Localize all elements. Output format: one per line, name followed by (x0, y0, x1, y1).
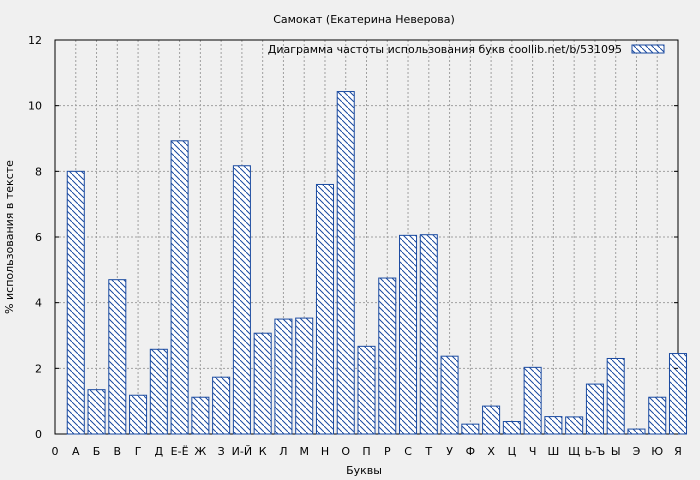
x-tick-label: С (404, 445, 412, 458)
legend-label: Диаграмма частоты использования букв coo… (268, 43, 622, 56)
x-tick-label: Я (674, 445, 682, 458)
y-tick-label: 10 (28, 100, 42, 113)
bar-Ц (502, 421, 521, 435)
x-tick-label: Г (135, 445, 142, 458)
x-tick-label: Ь-Ъ (585, 445, 606, 458)
x-tick-label: Ю (651, 445, 663, 458)
x-tick-label: Ч (529, 445, 537, 458)
y-tick-label: 6 (35, 231, 42, 244)
bar-Ж (191, 396, 210, 435)
bar-Ю (648, 396, 667, 435)
bar-Ь-Ъ (585, 383, 604, 435)
bar-А (66, 170, 85, 435)
y-tick-label: 2 (35, 362, 42, 375)
x-tick-label: Р (384, 445, 391, 458)
bar-С (399, 234, 418, 435)
x-tick-label: О (341, 445, 350, 458)
bar-Ш (544, 416, 563, 435)
x-tick-label: И-Й (232, 445, 252, 458)
bar-О (336, 91, 355, 435)
x-tick-label: К (259, 445, 267, 458)
bar-Л (274, 318, 293, 435)
bar-И-Й (232, 165, 251, 435)
bar-К (253, 332, 272, 435)
x-axis-label: Буквы (346, 464, 382, 477)
x-tick-label: В (114, 445, 122, 458)
x-tick-label: Э (633, 445, 641, 458)
y-axis: 0 2 4 6 8 10 12 (28, 34, 678, 441)
x-tick-label: Б (93, 445, 101, 458)
y-axis-label: % использования в тексте (3, 160, 16, 314)
bar-Ф (461, 423, 480, 435)
bar-Х (482, 405, 501, 435)
x-tick-label: М (299, 445, 309, 458)
x-tick-label: 0 (52, 445, 59, 458)
x-tick-label: Л (279, 445, 287, 458)
x-tick-label: У (446, 445, 453, 458)
y-tick-label: 8 (35, 165, 42, 178)
bar-Щ (565, 416, 584, 435)
x-tick-label: П (362, 445, 370, 458)
x-tick-label: Н (321, 445, 329, 458)
x-tick-label: Х (487, 445, 495, 458)
bar-Р (378, 277, 397, 435)
y-tick-label: 12 (28, 34, 42, 47)
x-tick-label: Щ (568, 445, 580, 458)
y-tick-label: 0 (35, 428, 42, 441)
x-tick-label: Ы (611, 445, 621, 458)
x-tick-label: Е-Ё (171, 445, 189, 458)
bar-Т (419, 234, 438, 435)
bar-Г (129, 394, 148, 435)
bar-Ч (523, 366, 542, 435)
bar-Б (87, 389, 106, 435)
bars-group (66, 91, 688, 435)
bar-Э (627, 428, 646, 435)
bar-У (440, 355, 459, 435)
legend-swatch (631, 44, 665, 54)
x-tick-label: Ж (194, 445, 206, 458)
x-tick-label: З (218, 445, 225, 458)
x-tick-label: Ф (466, 445, 475, 458)
bar-Н (315, 183, 334, 435)
x-tick-label: Т (424, 445, 432, 458)
legend: Диаграмма частоты использования букв coo… (268, 43, 665, 56)
bar-П (357, 345, 376, 435)
y-tick-label: 4 (35, 297, 42, 310)
bar-Я (668, 353, 688, 435)
bar-В (108, 279, 127, 435)
x-tick-label: Ш (548, 445, 560, 458)
chart-title: Самокат (Екатерина Неверова) (273, 13, 455, 26)
bar-М (295, 317, 314, 435)
bar-З (212, 376, 231, 435)
x-tick-label: А (72, 445, 80, 458)
bar-Д (149, 348, 168, 435)
x-tick-label: Ц (508, 445, 517, 458)
x-tick-label: Д (155, 445, 164, 458)
bar-Е-Ё (170, 140, 189, 435)
bar-Ы (606, 357, 625, 435)
x-axis: 0 А Б В Г Д Е-Ё Ж З И-Й К Л М Н О П Р С Т У Ф Х Ц Ч Ш Щ Ь-Ъ Ы Э Ю Я (52, 445, 682, 458)
